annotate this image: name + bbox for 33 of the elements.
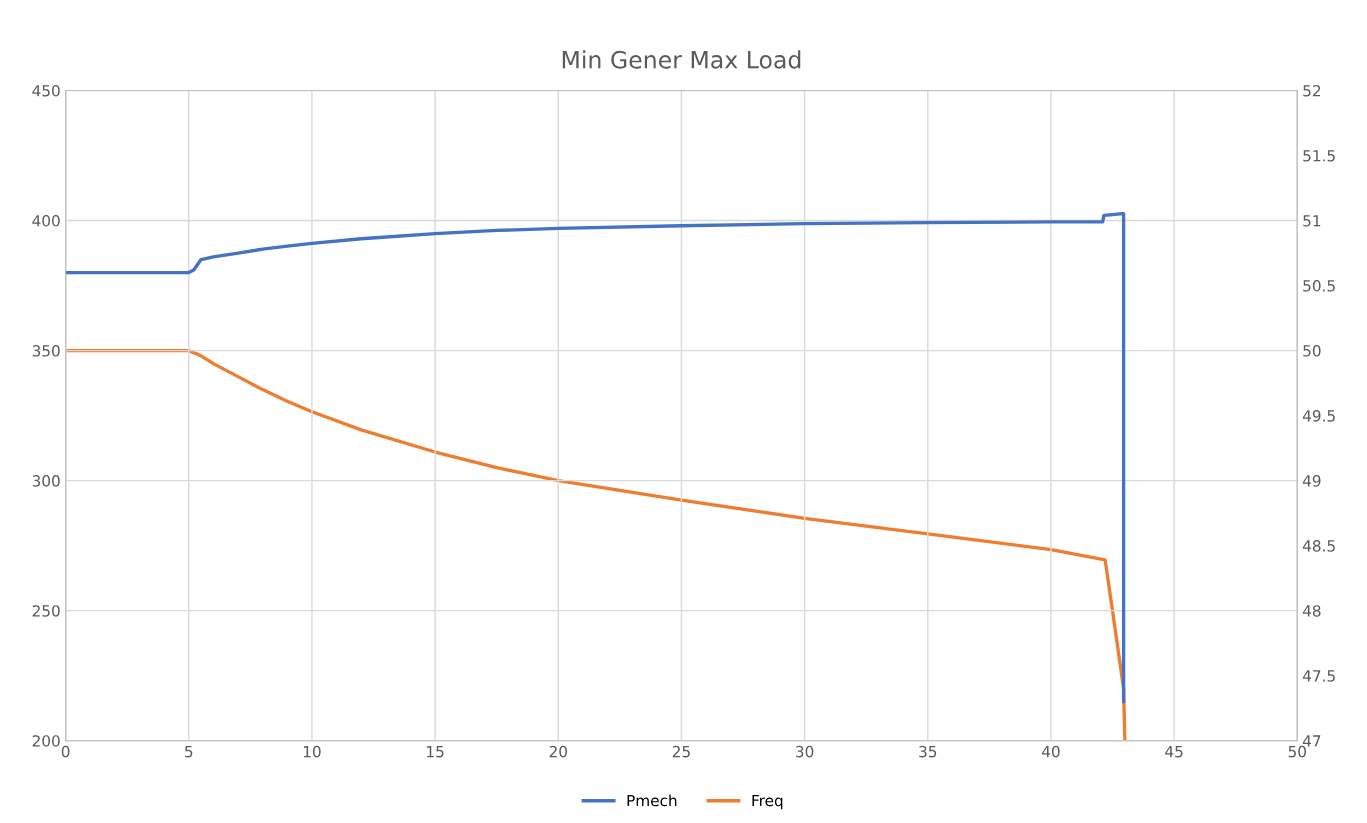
chart-title: Min Gener Max Load [562,50,801,69]
y2-tick-label: 51.5 [1303,150,1335,162]
y2-tick-label: 50.5 [1303,280,1335,292]
y-tick-label: 300 [32,475,60,487]
y2-tick-label: 48 [1302,605,1321,617]
line-series [65,348,1127,741]
x-tick-label: 30 [796,745,814,758]
y-tick-label: 450 [32,85,60,97]
x-tick-label: 10 [303,745,321,758]
y2-tick-label: 49 [1302,475,1321,487]
x-tick-label: 20 [549,745,567,758]
y2-tick-label: 52 [1303,85,1321,97]
y2-tick-label: 50 [1303,345,1321,357]
legend-label: Pmech [627,794,677,807]
y2-tick-label: 47.5 [1302,670,1335,682]
y2-tick-label: 48.5 [1302,540,1335,552]
x-tick-label: 0 [61,745,70,758]
y-tick-label: 400 [32,215,60,227]
y-tick-label: 200 [32,735,60,747]
x-tick-label: 15 [427,746,444,758]
x-tick-label: 25 [672,745,690,758]
y2-tick-label: 47 [1302,735,1321,747]
x-tick-label: 50 [1288,745,1306,758]
y-tick-label: 350 [32,345,60,357]
x-tick-label: 45 [1165,746,1183,758]
y2-tick-label: 51 [1303,215,1321,227]
x-tick-label: 35 [919,745,937,758]
line-series [65,211,1126,704]
x-tick-label: 40 [1041,745,1060,758]
y2-tick-label: 49.5 [1302,410,1335,422]
legend-label: Freq [752,794,783,810]
y-tick-label: 250 [32,605,60,617]
x-tick-label: 5 [185,746,193,758]
